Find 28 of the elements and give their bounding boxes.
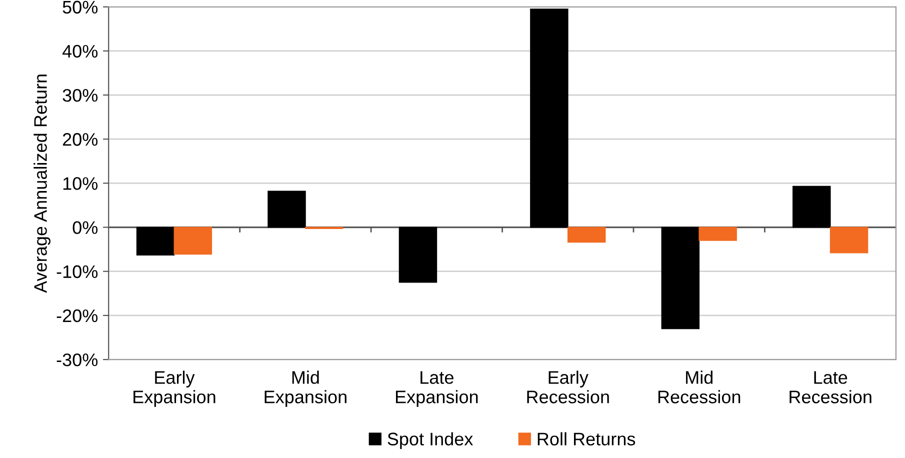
y-tick-label: -30% xyxy=(56,353,98,366)
y-tick-label: -10% xyxy=(56,265,98,278)
y-tick-label: 10% xyxy=(63,177,98,190)
y-tick-label: 20% xyxy=(62,133,98,146)
bar xyxy=(268,190,306,228)
y-axis-title: Average Annualized Return xyxy=(34,74,50,293)
bar xyxy=(136,226,175,256)
x-tick-label: Mid Recession xyxy=(658,370,740,404)
legend-label: Roll Returns xyxy=(538,432,636,446)
bar xyxy=(174,226,212,255)
bar xyxy=(398,226,438,283)
bar xyxy=(698,226,737,241)
bar xyxy=(530,8,568,228)
y-tick-label: -20% xyxy=(56,309,98,322)
y-tick-label: 40% xyxy=(62,44,98,58)
legend-label: Spot Index xyxy=(388,432,474,450)
y-tick-label: 0% xyxy=(72,221,98,234)
y-tick-label: 50% xyxy=(62,0,98,14)
x-tick-label: Late Recession xyxy=(790,371,872,404)
y-tick-label: 30% xyxy=(62,88,98,102)
bar xyxy=(567,226,606,243)
x-tick-label: Early Recession xyxy=(527,370,609,404)
x-tick-label: Mid Expansion xyxy=(264,370,346,407)
bar xyxy=(830,226,868,254)
bar xyxy=(792,186,831,228)
x-tick-label: Late Expansion xyxy=(396,371,478,407)
bar xyxy=(661,226,700,330)
x-tick-label: Early Expansion xyxy=(134,370,216,407)
